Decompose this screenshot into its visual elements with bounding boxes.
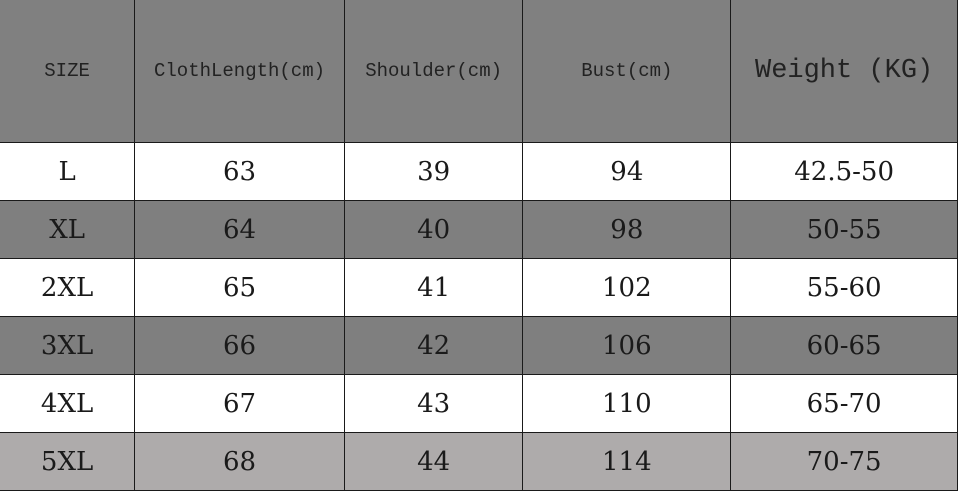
cell-bust: 98 (522, 200, 732, 259)
cell-cloth-length: 64 (134, 200, 345, 259)
table-row: 3XL 66 42 106 60-65 (0, 316, 958, 375)
cell-size: L (0, 142, 136, 201)
cell-bust: 102 (522, 258, 732, 317)
table-row: 2XL 65 41 102 55-60 (0, 258, 958, 317)
cell-shoulder: 43 (343, 374, 524, 433)
cell-size: 2XL (0, 258, 136, 317)
cell-weight: 50-55 (730, 200, 958, 259)
cell-bust: 106 (522, 316, 732, 375)
cell-shoulder: 39 (343, 142, 524, 201)
table-row: L 63 39 94 42.5-50 (0, 142, 958, 201)
cell-weight: 42.5-50 (730, 142, 958, 201)
cell-cloth-length: 66 (134, 316, 345, 375)
cell-bust: 94 (522, 142, 732, 201)
cell-shoulder: 40 (343, 200, 524, 259)
cell-weight: 70-75 (730, 432, 958, 491)
cell-weight: 55-60 (730, 258, 958, 317)
table-row: 4XL 67 43 110 65-70 (0, 374, 958, 433)
cell-cloth-length: 68 (134, 432, 345, 491)
cell-size: 5XL (0, 432, 136, 491)
cell-shoulder: 44 (343, 432, 524, 491)
header-size: SIZE (0, 0, 136, 143)
header-shoulder: Shoulder(cm) (343, 0, 524, 143)
cell-cloth-length: 63 (134, 142, 345, 201)
cell-cloth-length: 65 (134, 258, 345, 317)
table-row: 5XL 68 44 114 70-75 (0, 432, 958, 491)
cell-bust: 114 (522, 432, 732, 491)
cell-shoulder: 42 (343, 316, 524, 375)
cell-bust: 110 (522, 374, 732, 433)
header-bust: Bust(cm) (522, 0, 732, 143)
header-row: SIZE ClothLength(cm) Shoulder(cm) Bust(c… (0, 0, 958, 143)
header-cloth-length: ClothLength(cm) (134, 0, 345, 143)
cell-size: 4XL (0, 374, 136, 433)
header-weight: Weight (KG) (730, 0, 958, 143)
cell-weight: 65-70 (730, 374, 958, 433)
cell-shoulder: 41 (343, 258, 524, 317)
cell-weight: 60-65 (730, 316, 958, 375)
table-row: XL 64 40 98 50-55 (0, 200, 958, 259)
cell-size: XL (0, 200, 136, 259)
cell-size: 3XL (0, 316, 136, 375)
cell-cloth-length: 67 (134, 374, 345, 433)
